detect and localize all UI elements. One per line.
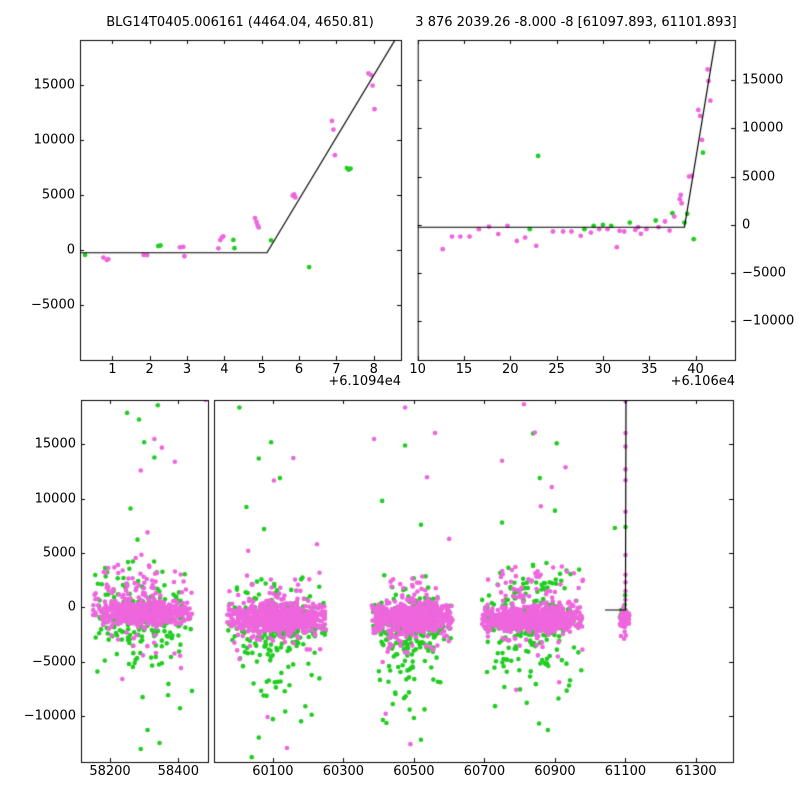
figure: BLG14T0405.006161 (4464.04, 4650.81) 3 8… (0, 0, 800, 800)
scatter-plots-canvas (0, 0, 800, 800)
